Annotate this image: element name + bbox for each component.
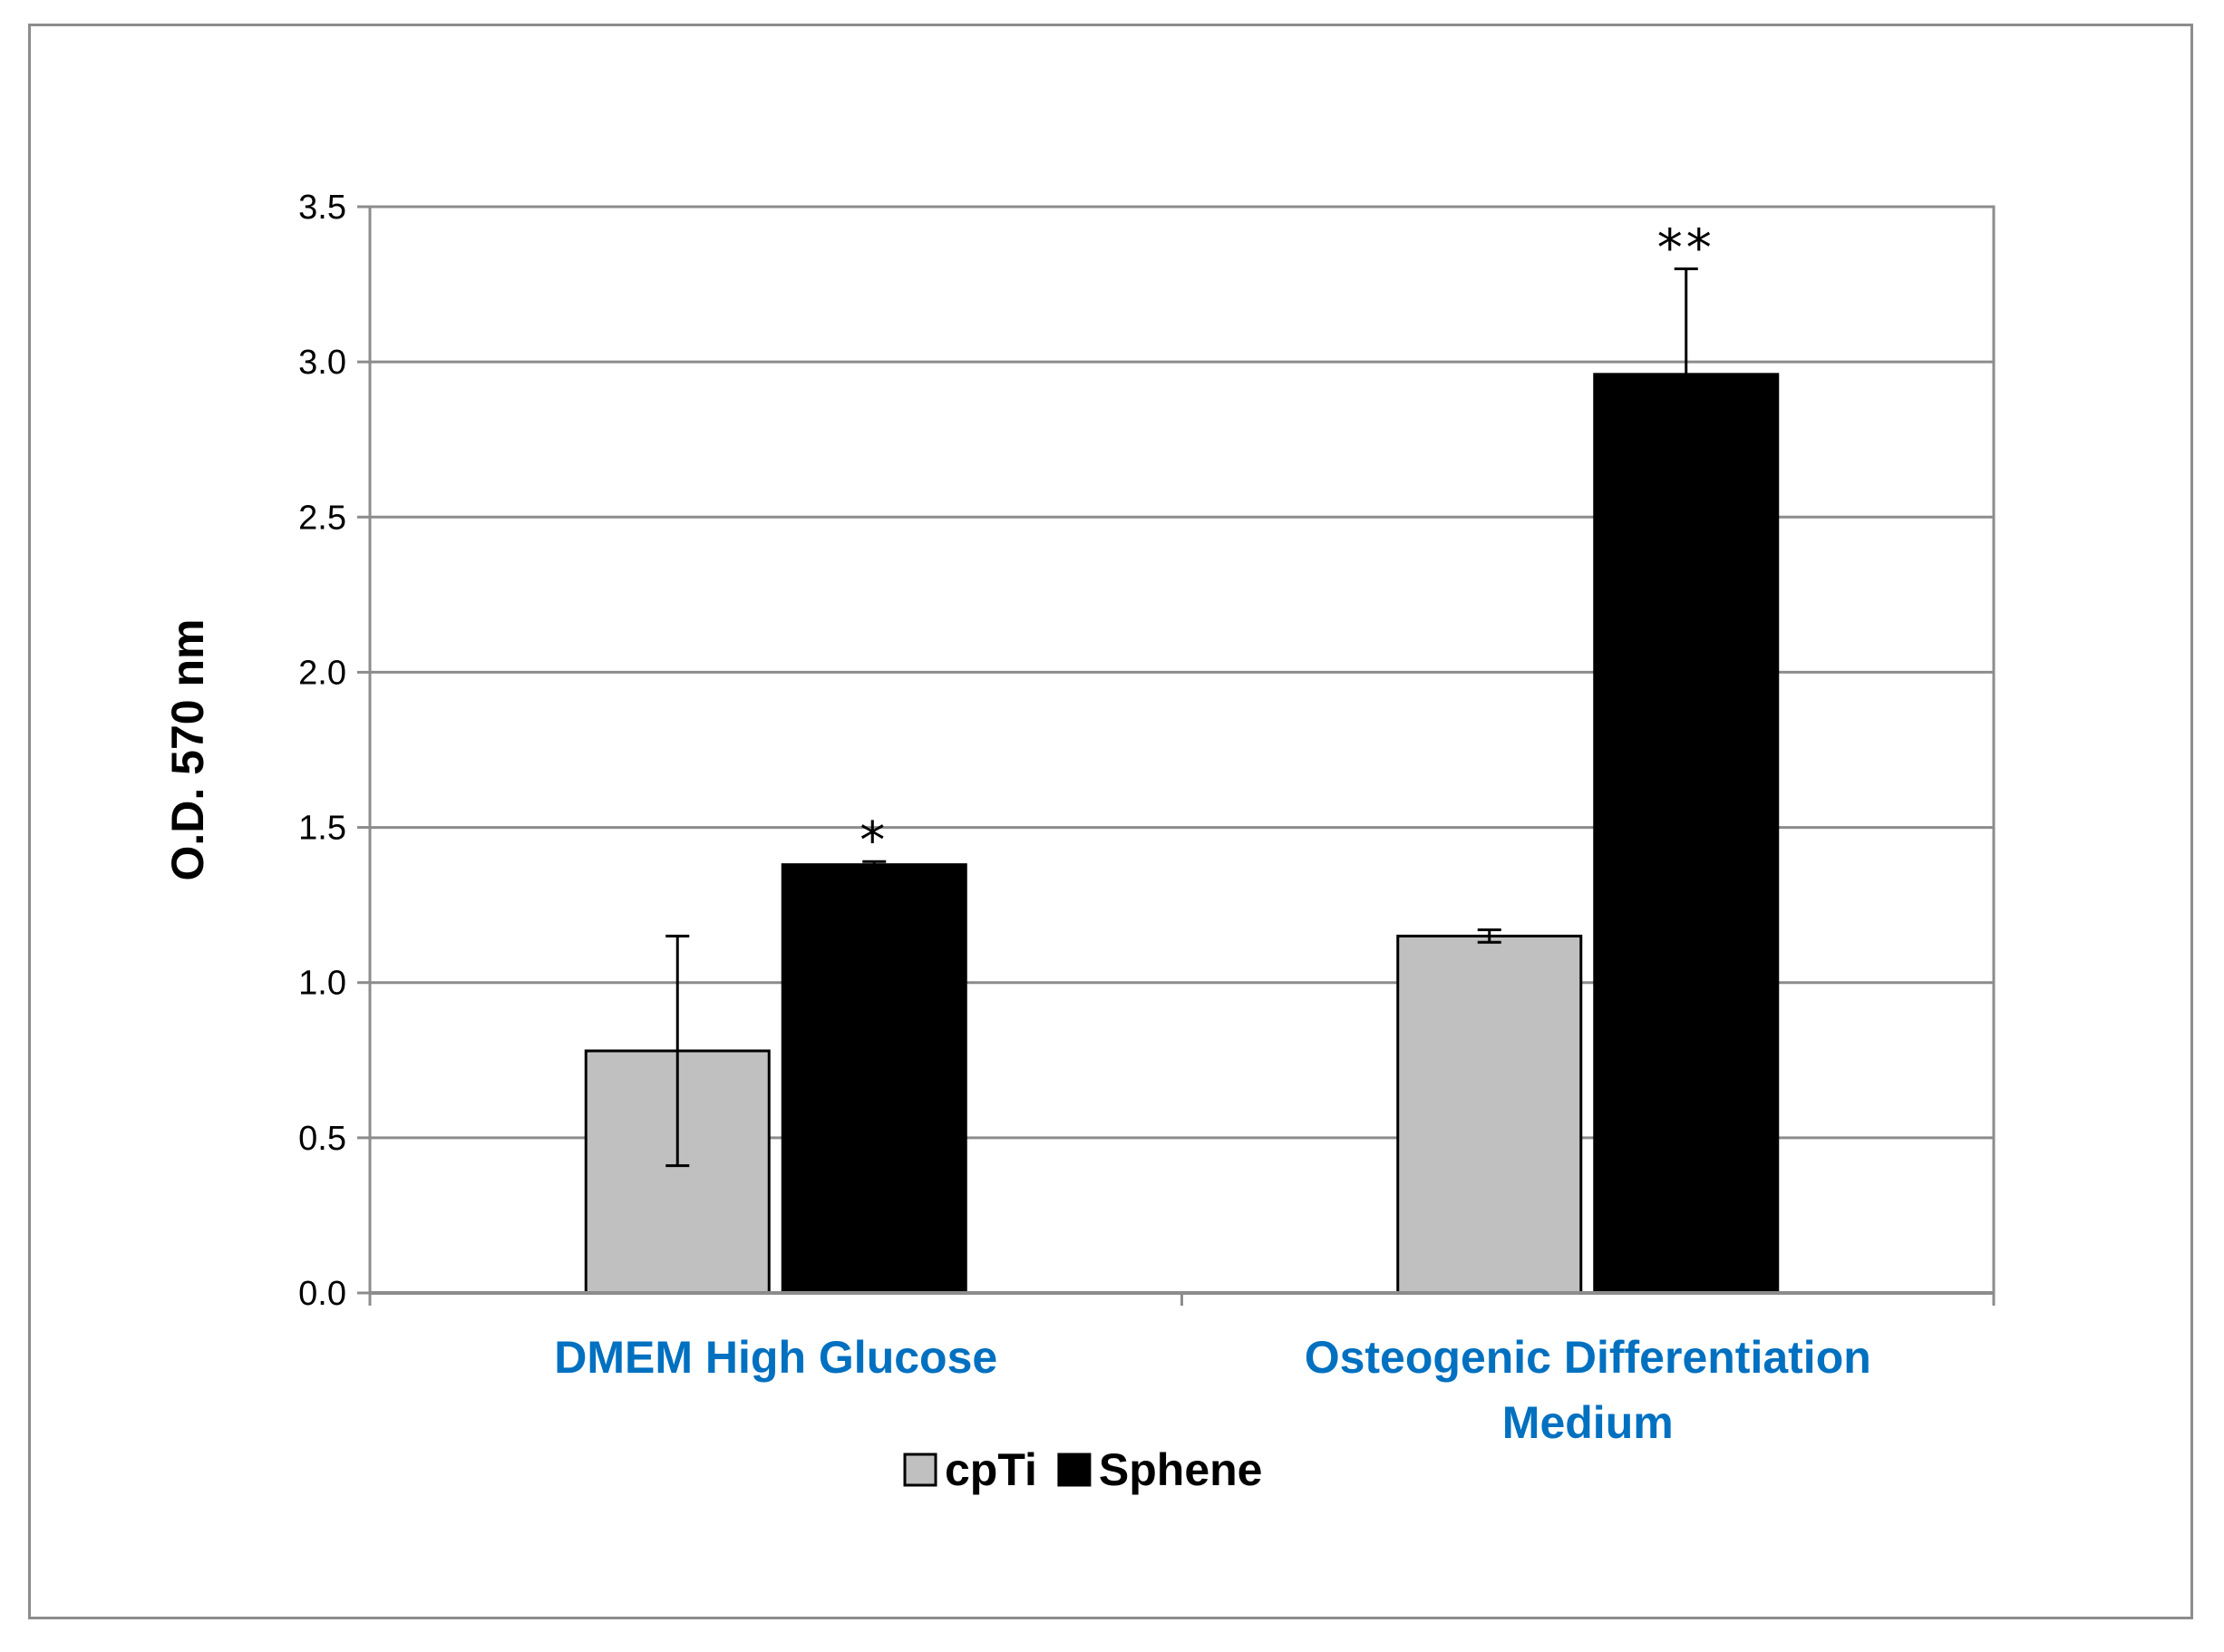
y-tick-label: 3.0 [298,344,346,382]
category-label: Medium [1502,1397,1674,1448]
y-axis-title: O.D. 570 nm [162,619,213,881]
figure-frame: 0.0 0.5 1.0 1.5 2.0 2.5 3.0 3.5 * ** DMEM High Glu… [28,24,2193,1619]
legend-item-cpti: cpTi [903,1444,1037,1495]
significance-marker: ** [1657,219,1715,277]
legend-label: Sphene [1099,1444,1263,1495]
category-label: Osteogenic Differentiation [1305,1332,1871,1383]
significance-marker: * [859,811,889,870]
error-bar-cpti-1 [1477,928,1501,944]
bar-sphene-1 [1593,373,1780,1295]
y-tick-label: 0.0 [298,1275,346,1313]
error-bar-sphene-0 [862,860,887,870]
bar-cpti-1 [1396,934,1583,1295]
bar-chart: 0.00.51.01.52.02.53.03.5***DMEM High Glu… [162,189,1996,1495]
y-tick-label: 1.5 [298,810,346,848]
bar-sphene-0 [781,863,967,1295]
legend-swatch [903,1453,937,1487]
y-tick-label: 0.5 [298,1120,346,1158]
error-bar-sphene-1 [1674,267,1698,481]
error-bar-cpti-0 [665,934,690,1168]
y-tick-label: 2.0 [298,654,346,692]
category-label: DMEM High Glucose [554,1332,997,1383]
y-tick-label: 3.5 [298,189,346,227]
y-tick-label: 1.0 [298,965,346,1003]
legend-swatch [1057,1453,1092,1487]
y-tick-label: 2.5 [298,499,346,537]
legend-label: cpTi [945,1444,1037,1495]
legend-item-sphene: Sphene [1057,1444,1263,1495]
